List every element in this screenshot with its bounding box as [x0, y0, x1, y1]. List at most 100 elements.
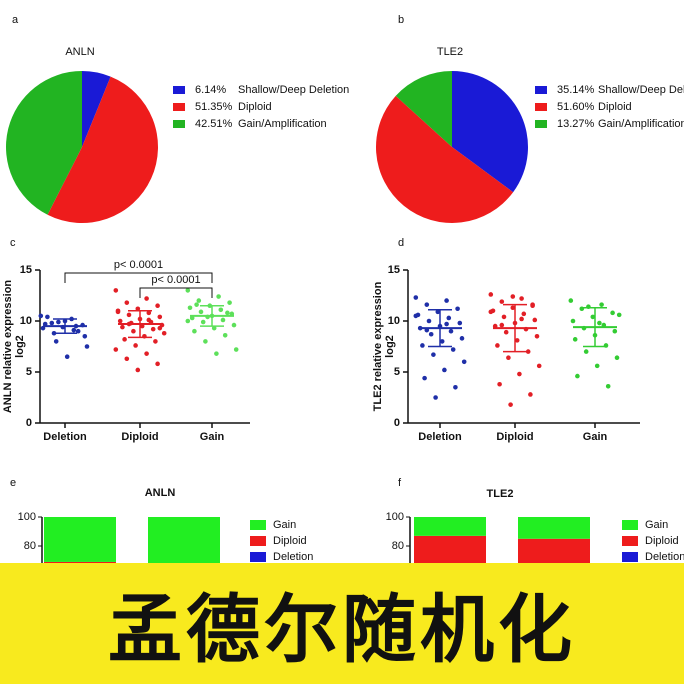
dot [497, 381, 502, 387]
chart-title: TLE2 [487, 488, 514, 500]
legend-value: 51.60% [557, 101, 595, 113]
dot [579, 306, 585, 312]
dot [413, 295, 419, 300]
dot [71, 327, 77, 333]
dot [442, 367, 447, 373]
dot [84, 344, 90, 349]
y-axis-label: log2 [384, 335, 396, 358]
dot [196, 298, 202, 303]
panel-label: d [398, 237, 404, 249]
dot [455, 306, 460, 312]
y-tick-label: 5 [394, 366, 400, 378]
dot [144, 296, 149, 301]
legend-swatch [622, 552, 638, 562]
dot [444, 321, 449, 327]
significance-bracket [64, 272, 213, 283]
dot [113, 288, 119, 293]
dot [435, 309, 441, 315]
annotation: p< 0.0001 [114, 259, 163, 271]
pie-slice [6, 71, 82, 215]
x-tick-label: Deletion [418, 431, 462, 443]
x-tick-label: Diploid [496, 431, 533, 443]
dot [568, 298, 574, 303]
significance-bracket [139, 287, 213, 298]
dot [49, 320, 55, 326]
y-axis-label: log2 [14, 335, 26, 358]
legend-swatch [173, 120, 185, 128]
legend-swatch [250, 552, 266, 562]
dot [534, 334, 540, 339]
dot [231, 322, 237, 328]
dot [225, 310, 230, 316]
chart-title: ANLN [145, 487, 176, 499]
x-tick-label: Deletion [43, 431, 87, 443]
y-tick-label: 100 [386, 511, 404, 523]
dot [439, 339, 445, 344]
legend-swatch [622, 520, 638, 530]
legend-swatch [535, 86, 547, 94]
dot [413, 313, 419, 319]
dot [155, 303, 160, 309]
legend-label: Diploid [273, 535, 307, 547]
dot [495, 343, 500, 348]
legend-value: 42.51% [195, 118, 233, 130]
dot [461, 359, 467, 365]
dot [200, 319, 206, 325]
dot [214, 351, 219, 356]
legend-swatch [622, 536, 638, 546]
dot [131, 328, 136, 334]
legend-label: Diploid [598, 101, 632, 113]
dot [424, 302, 430, 307]
dot [521, 311, 527, 317]
dot [120, 324, 125, 330]
dot [117, 318, 123, 324]
dot [203, 339, 208, 344]
dot [161, 330, 167, 336]
legend-label: Gain/Amplification [238, 118, 327, 130]
dot [428, 331, 434, 337]
chart-title: ANLN [65, 46, 94, 58]
panel-label: f [398, 477, 402, 489]
dot [525, 349, 531, 354]
pie-slice [452, 71, 528, 193]
dot [583, 349, 589, 354]
dot [53, 339, 59, 344]
dot [536, 363, 542, 369]
dot [157, 325, 163, 331]
dot [187, 305, 193, 311]
dot [530, 303, 535, 309]
legend-label: Shallow/Deep Deletion [598, 84, 684, 96]
y-tick-label: 15 [20, 264, 32, 276]
banner: 孟德尔随机化 [0, 563, 684, 684]
dot [122, 337, 127, 342]
dot [135, 306, 141, 312]
dot [590, 314, 596, 320]
y-tick-label: 80 [392, 540, 404, 552]
annotation: p< 0.0001 [151, 274, 200, 286]
y-tick-label: 0 [394, 417, 400, 429]
dot [528, 392, 533, 397]
y-tick-label: 10 [20, 315, 32, 327]
dot [82, 334, 88, 339]
dot [499, 322, 505, 328]
dot [133, 343, 138, 348]
x-tick-label: Diploid [121, 431, 158, 443]
legend-swatch [250, 536, 266, 546]
panel-label: a [12, 14, 19, 26]
legend-swatch [535, 120, 547, 128]
dot [155, 361, 160, 367]
y-tick-label: 0 [26, 417, 32, 429]
dot [488, 292, 494, 297]
dot [508, 402, 513, 407]
dot [597, 320, 602, 326]
dot [194, 302, 199, 307]
dot [532, 317, 538, 323]
legend-swatch [535, 103, 547, 111]
dot [56, 319, 61, 325]
dot [488, 309, 494, 315]
dot [113, 347, 119, 352]
dot [453, 385, 458, 390]
legend-value: 6.14% [195, 84, 226, 96]
dot [185, 318, 191, 324]
